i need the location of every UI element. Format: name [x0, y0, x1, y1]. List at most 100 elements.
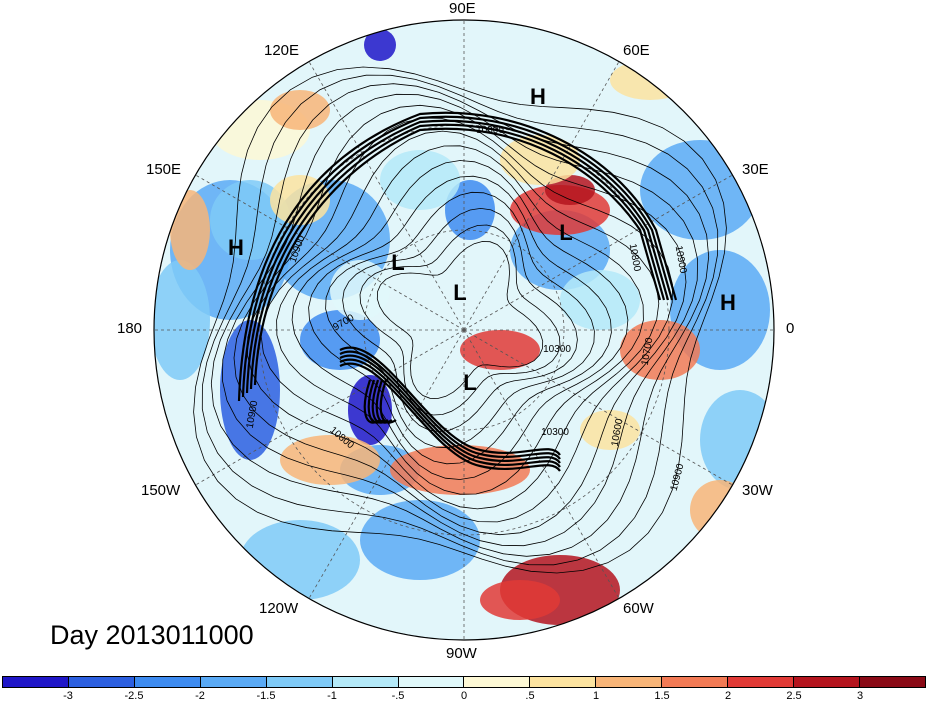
colorbar-swatch	[134, 677, 201, 687]
pressure-center-l: L	[453, 280, 466, 305]
pressure-center-l: L	[391, 250, 404, 275]
contour-label: 10900	[673, 245, 689, 275]
jet-contour	[339, 358, 561, 468]
jet-contour	[237, 111, 678, 402]
pressure-center-h: H	[530, 84, 546, 109]
contour-label: 10900	[245, 399, 261, 429]
meridian-line	[308, 61, 465, 331]
height-contour	[201, 74, 719, 566]
colorbar-tick-label: 1	[592, 690, 600, 702]
height-contour	[325, 191, 595, 449]
meridian-line	[308, 329, 465, 599]
anomaly-patch	[560, 270, 640, 330]
pressure-center-h: H	[228, 235, 244, 260]
pressure-center-l: L	[559, 220, 572, 245]
lon-label-0: 0	[786, 320, 795, 337]
contour-label: 10600	[610, 417, 626, 447]
anomaly-patch	[364, 29, 396, 61]
colorbar-swatch	[662, 677, 729, 687]
lon-label-150w: 150W	[141, 482, 181, 499]
jet-contour	[339, 354, 561, 464]
lon-label-30w: 30W	[742, 482, 773, 499]
colorbar-tick-label: 0	[460, 690, 468, 702]
jet-contour	[253, 127, 662, 386]
contour-label: 10300	[543, 344, 571, 355]
jet-contour	[339, 362, 561, 472]
pressure-centers: H H H L L L L	[228, 84, 736, 395]
colorbar-tick-label: -2	[195, 690, 205, 702]
map-boundary	[153, 19, 775, 641]
anomaly-patch	[690, 480, 750, 540]
lon-label-90e: 90E	[449, 0, 476, 17]
pressure-center-l: L	[463, 370, 476, 395]
anomaly-patch	[330, 260, 390, 320]
anomaly-patch	[460, 330, 540, 370]
height-contour	[342, 207, 578, 433]
lon-label-60w: 60W	[623, 600, 654, 617]
anomaly-patch	[700, 390, 774, 490]
colorbar-tick-label: -2.5	[124, 690, 144, 702]
lon-label-180: 180	[117, 320, 143, 337]
jet-contour	[339, 350, 561, 460]
anomaly-patch	[545, 175, 595, 205]
colorbar-swatch	[794, 677, 860, 687]
meridian-line	[463, 329, 620, 599]
contour-label: 10700	[640, 336, 656, 366]
colorbar-swatch	[266, 677, 333, 687]
jet-contour	[241, 115, 674, 398]
meridian-line	[463, 61, 620, 331]
contour-label: 10800	[627, 243, 643, 273]
lon-label-30e: 30E	[742, 161, 769, 178]
colorbar	[2, 676, 926, 688]
date-label: Day 2013011000	[50, 620, 254, 650]
colorbar-swatch	[728, 677, 795, 687]
lon-label-150e: 150E	[146, 161, 182, 178]
anomaly-patch	[170, 190, 210, 270]
height-contour	[359, 224, 561, 416]
height-contour	[276, 145, 644, 495]
lon-label-120e: 120E	[264, 42, 300, 59]
lon-label-90w: 90W	[446, 645, 477, 662]
contour-label: 10300	[541, 427, 569, 438]
lat-lon-grid	[154, 20, 774, 640]
colorbar-tick-label: 2	[724, 690, 732, 702]
height-contour	[210, 83, 710, 557]
anomaly-patch	[154, 260, 210, 380]
anomaly-patch	[610, 60, 690, 100]
colorbar-swatch	[398, 677, 465, 687]
height-contour	[376, 241, 544, 399]
colorbar-swatch	[464, 677, 531, 687]
anomaly-patch	[360, 500, 480, 580]
anomaly-patch	[380, 150, 460, 210]
colorbar-tick-label: -1	[327, 690, 337, 702]
colorbar-tick-label: -3	[63, 690, 73, 702]
height-contour	[193, 66, 727, 574]
meridian-line	[195, 329, 465, 486]
colorbar-swatch	[3, 677, 69, 687]
colorbar-swatch	[530, 677, 597, 687]
meridian-line	[463, 174, 733, 331]
anomaly-patch	[300, 310, 380, 370]
jet-contour	[379, 379, 397, 424]
anomaly-patch	[220, 320, 280, 460]
height-contour	[291, 160, 629, 480]
anomaly-patch	[620, 320, 700, 380]
anomaly-patch	[280, 435, 380, 485]
latitude-circle	[363, 229, 565, 431]
jet-contour	[245, 119, 670, 394]
contour-label: 10800	[476, 125, 504, 136]
anomaly-patch	[640, 140, 760, 240]
colorbar-swatch	[200, 677, 267, 687]
colorbar-tick-label: 1.5	[654, 690, 670, 702]
colorbar-tick-label: 2.5	[786, 690, 802, 702]
anomaly-patch	[240, 520, 360, 600]
colorbar-tick-label: 3	[856, 690, 864, 702]
jet-contour	[249, 123, 666, 390]
height-contour	[233, 104, 687, 536]
lon-label-60e: 60E	[623, 42, 650, 59]
colorbar-swatch	[859, 677, 925, 687]
jet-stream-contours	[237, 111, 678, 472]
height-contour	[308, 175, 612, 465]
